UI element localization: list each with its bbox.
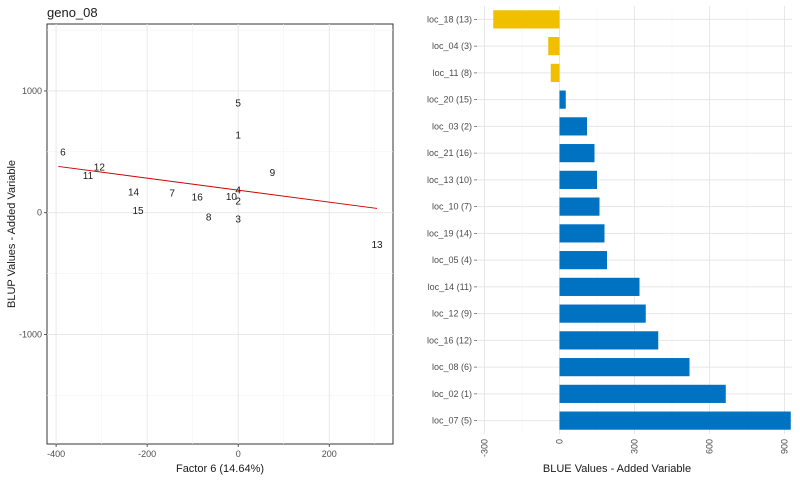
bar-category-label: loc_14 (11): [428, 282, 472, 292]
bar: [548, 37, 560, 56]
bar-category-label: loc_20 (15): [427, 95, 472, 105]
bar: [559, 358, 690, 377]
bar-category-label: loc_19 (14): [427, 228, 472, 238]
scatter-x-tick-label: 0: [236, 449, 241, 459]
scatter-point-label: 2: [235, 197, 241, 208]
scatter-title: geno_08: [47, 5, 98, 20]
scatter-tick-labels: -400 -200 0 200 -1000 0 1000: [19, 86, 337, 459]
bar: [559, 384, 726, 403]
bar-category-label: loc_11 (8): [433, 68, 472, 78]
scatter-y-tick-label: 0: [37, 208, 42, 218]
scatter-point-label: 11: [83, 171, 94, 182]
scatter-y-tick-label: -1000: [19, 329, 42, 339]
bar-category-label: loc_16 (12): [427, 335, 472, 345]
scatter-point-label: 9: [270, 168, 276, 179]
scatter-point-label: 12: [94, 163, 106, 174]
bar: [559, 224, 605, 243]
bar: [559, 144, 595, 163]
bar: [559, 117, 587, 136]
bar-chart-panel: loc_18 (13) loc_04 (3) loc_11 (8) loc_20 (1…: [427, 6, 792, 475]
bar-tick-labels: -300 0 300 600 900: [480, 439, 790, 457]
bar-category-label: loc_04 (3): [432, 41, 472, 51]
bar: [559, 331, 659, 350]
scatter-trend-line: [58, 165, 378, 209]
bar: [559, 90, 566, 109]
scatter-point-label: 14: [128, 188, 140, 199]
bar-category-labels: loc_18 (13) loc_04 (3) loc_11 (8) loc_20 (1…: [427, 14, 477, 426]
scatter-point-label: 4: [235, 186, 241, 197]
bar-category-label: loc_05 (4): [432, 255, 472, 265]
bar-category-label: loc_03 (2): [432, 121, 472, 131]
bar-x-axis-title: BLUE Values - Added Variable: [543, 463, 691, 475]
scatter-x-tick-label: -400: [47, 449, 65, 459]
bar-x-tick-label: -300: [480, 439, 490, 457]
scatter-point-label: 15: [132, 206, 144, 217]
bar-category-label: loc_10 (7): [432, 202, 472, 212]
bar-x-tick-label: 600: [705, 439, 715, 454]
scatter-gridlines: [47, 24, 393, 444]
scatter-point-label: 13: [372, 240, 384, 251]
bar: [559, 197, 600, 216]
bar: [493, 10, 560, 29]
scatter-plot-area: [46, 23, 394, 445]
scatter-point-label: 5: [235, 99, 241, 110]
scatter-x-axis-title: Factor 6 (14.64%): [176, 463, 264, 475]
bar-x-tick-label: 300: [630, 439, 640, 454]
scatter-point-label: 16: [192, 192, 204, 203]
scatter-point-label: 10: [226, 192, 238, 203]
scatter-point-label: 8: [206, 212, 212, 223]
bar-x-tick-label: 0: [555, 439, 565, 444]
bar: [559, 411, 791, 430]
scatter-point-label: 3: [235, 214, 241, 225]
bar: [559, 277, 640, 296]
scatter-trend-line-group: [58, 165, 378, 209]
bar-category-label: loc_18 (13): [427, 14, 472, 24]
scatter-x-tick-label: 200: [322, 449, 337, 459]
bar-category-label: loc_12 (9): [432, 309, 472, 319]
bar: [559, 170, 597, 189]
scatter-point-label: 6: [60, 147, 66, 158]
bar-category-label: loc_02 (1): [432, 389, 472, 399]
bar: [559, 251, 607, 270]
bar-rects: [493, 10, 791, 430]
bar-category-label: loc_13 (10): [427, 175, 472, 185]
bar: [550, 63, 560, 82]
scatter-point-label: 1: [235, 130, 241, 141]
scatter-y-axis-title: BLUP Values - Added Variable: [6, 160, 18, 308]
scatter-x-tick-label: -200: [138, 449, 156, 459]
bar: [559, 304, 646, 323]
bar-category-label: loc_07 (5): [432, 416, 472, 426]
scatter-y-tick-label: 1000: [22, 86, 42, 96]
bar-x-tick-label: 900: [780, 439, 790, 454]
scatter-point-label: 7: [169, 189, 175, 200]
bar-category-label: loc_08 (6): [432, 362, 472, 372]
bar-category-label: loc_21 (16): [427, 148, 472, 158]
